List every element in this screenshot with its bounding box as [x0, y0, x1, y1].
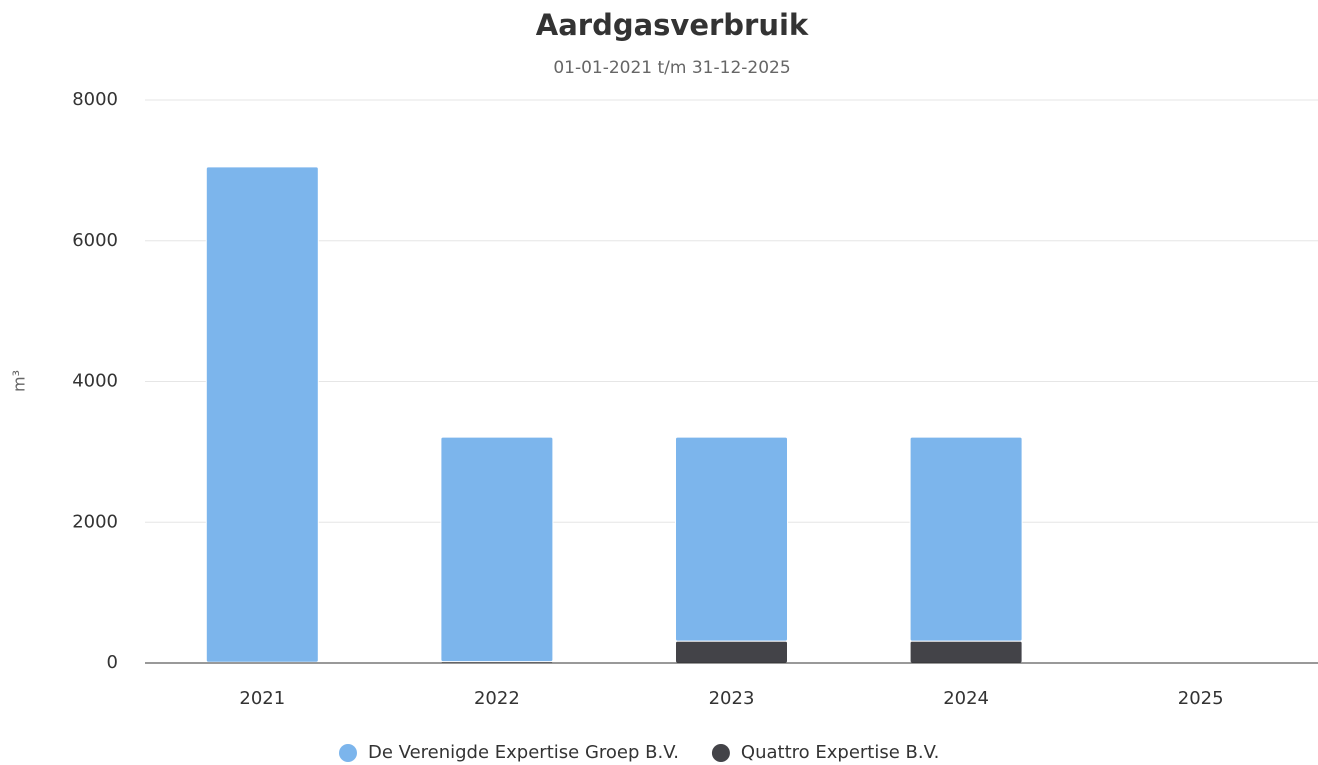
y-tick-label: 8000 [72, 89, 118, 110]
x-tick-label: 2021 [239, 688, 285, 709]
x-tick-label: 2024 [943, 688, 989, 709]
x-tick-label: 2022 [474, 688, 520, 709]
y-tick-label: 0 [107, 652, 118, 673]
x-tick-label: 2023 [709, 688, 755, 709]
y-tick-label: 6000 [72, 230, 118, 251]
bar-segment [909, 640, 1023, 664]
y-axis-label: m³ [10, 370, 29, 392]
bar-segment [675, 640, 788, 664]
x-tick-label: 2025 [1178, 688, 1224, 709]
legend-label: Quattro Expertise B.V. [741, 742, 939, 763]
bar-segment [440, 436, 554, 663]
legend-label: De Verenigde Expertise Groep B.V. [368, 742, 679, 763]
legend-marker [339, 744, 357, 762]
bar-segment [205, 166, 319, 663]
chart-subtitle: 01-01-2021 t/m 31-12-2025 [553, 58, 790, 78]
y-tick-label: 2000 [72, 511, 118, 532]
bar-segment [909, 436, 1023, 642]
legend-marker [711, 744, 730, 762]
bar-segment [675, 436, 788, 642]
y-tick-label: 4000 [72, 371, 118, 392]
chart-title: Aardgasverbruik [536, 8, 809, 42]
